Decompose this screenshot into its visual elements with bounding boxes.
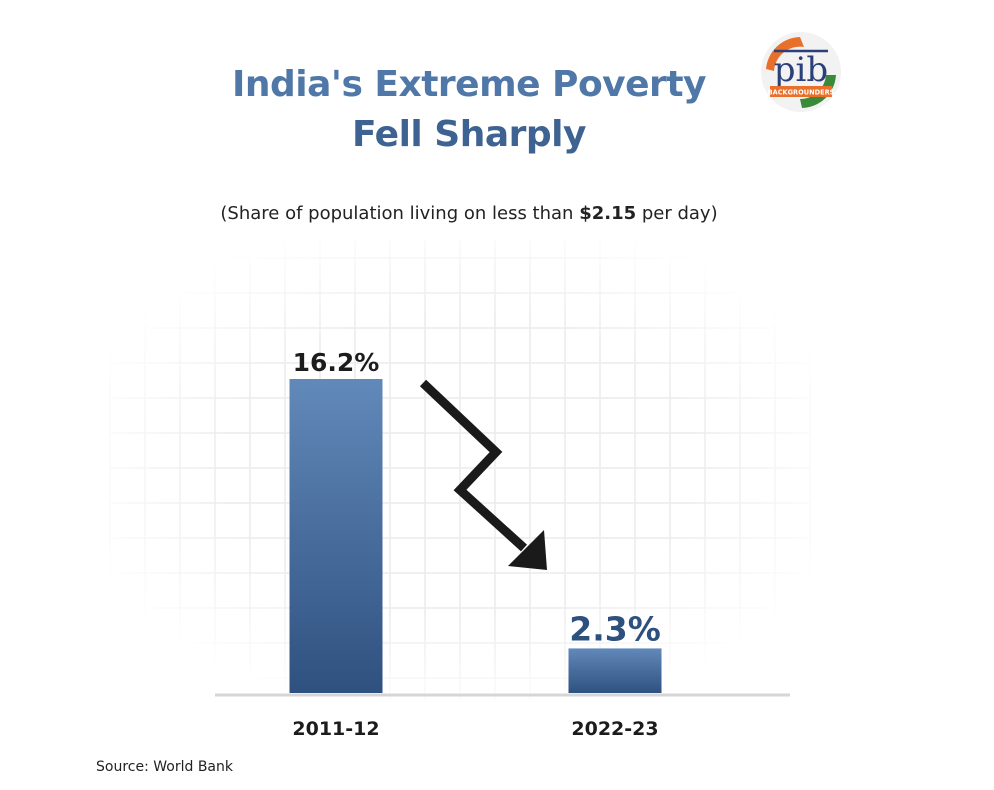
subtitle-text-post: per day) [636, 203, 718, 224]
chart-title-line1: India's Extreme Poverty [232, 64, 707, 105]
logo-text: pib [774, 50, 828, 90]
subtitle-text-pre: (Share of population living on less than [220, 203, 580, 224]
bar-2022-23 [568, 648, 662, 693]
value-label: 2.3% [569, 609, 661, 648]
logo-badge [770, 86, 832, 97]
value-label: 16.2% [293, 348, 380, 377]
bar-2011-12 [289, 379, 383, 693]
category-label: 2022-23 [571, 718, 658, 740]
subtitle-threshold: $2.15 [579, 203, 637, 224]
trend-arrow [419, 379, 547, 570]
pib-logo: pib BACKGROUNDERS [761, 32, 841, 112]
source-note: Source: World Bank [96, 759, 233, 775]
grid-fade [100, 230, 820, 700]
logo-green-swoosh [800, 75, 836, 108]
chart-title-line2: Fell Sharply [352, 114, 586, 155]
arrow-head [508, 530, 547, 570]
chart-subtitle: (Share of population living on less than… [0, 203, 938, 224]
logo-saffron-swoosh [766, 37, 804, 71]
category-label: 2011-12 [292, 718, 379, 740]
arrow-shaft [419, 379, 528, 552]
logo-badge-text: BACKGROUNDERS [768, 89, 835, 97]
